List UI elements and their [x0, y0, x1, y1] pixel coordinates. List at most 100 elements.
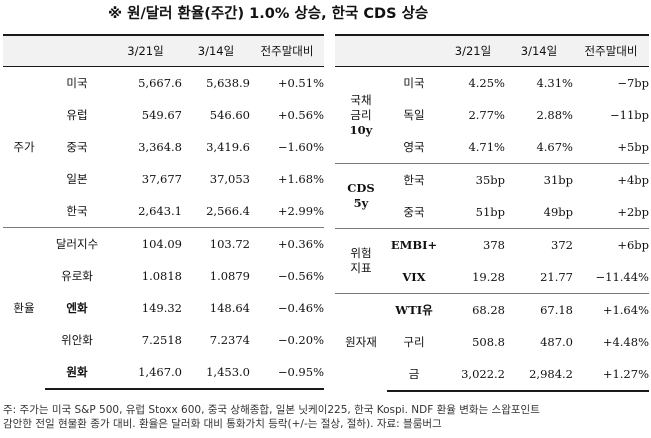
change-value: −11bp — [610, 108, 649, 122]
table-row: 유로화 1.0818 1.0879 −0.56% — [3, 260, 324, 292]
table-row: 원자재 WTI유 68.28 67.18 +1.64% — [335, 293, 649, 391]
row-label: 미국 — [66, 76, 88, 90]
change-value: −1.60% — [277, 140, 324, 154]
change-value: +2.99% — [277, 204, 324, 218]
table-row: 위안화 7.2518 7.2374 −0.20% — [3, 324, 324, 356]
header-change: 전주말대비 — [573, 34, 649, 67]
change-value: −0.95% — [250, 356, 324, 390]
group-label-risk: 위험 지표 — [335, 228, 387, 294]
table-row: 환율 달러지수 104.09 103.72 +0.36% — [3, 227, 324, 389]
table-row: VIX 19.28 21.77 −11.44% — [335, 261, 649, 294]
group-label-line: CDS — [347, 181, 375, 195]
previous-value: 67.18 — [505, 293, 573, 326]
footnote-line: 주: 주가는 미국 S&P 500, 유럽 Stoxx 600, 중국 상해종합… — [3, 404, 540, 416]
previous-value: 487.0 — [540, 335, 573, 349]
row-label: 독일 — [403, 108, 425, 122]
current-value: 4.71% — [468, 140, 505, 154]
previous-value: 2.88% — [536, 108, 573, 122]
table-row: 국채 금리 10y 미국 4.25% 4.31% −7bp — [335, 67, 649, 137]
previous-value: 372 — [505, 228, 573, 261]
header-current-date: 3/21일 — [441, 34, 505, 67]
current-value: 149.32 — [141, 301, 182, 315]
table-row: 위험 지표 EMBI+ 378 372 +6bp — [335, 228, 649, 294]
previous-value: 4.31% — [536, 76, 573, 90]
header-prev-date: 3/14일 — [505, 34, 573, 67]
previous-value: 49bp — [543, 205, 573, 219]
table-row: CDS 5y 한국 35bp 31bp +4bp — [335, 163, 649, 229]
change-value: +2bp — [617, 205, 649, 219]
table-header-row: 3/21일 3/14일 전주말대비 — [335, 34, 649, 67]
header-blank — [387, 34, 441, 67]
change-value: +5bp — [617, 140, 649, 154]
row-label: 구리 — [403, 335, 425, 349]
current-value: 5,667.6 — [138, 76, 182, 90]
current-value: 3,022.2 — [441, 358, 505, 392]
current-value: 51bp — [475, 205, 505, 219]
group-label-fx: 환율 — [3, 227, 45, 389]
previous-value: 1,453.0 — [182, 356, 250, 390]
header-blank — [45, 34, 109, 67]
current-value: 2,643.1 — [138, 204, 182, 218]
change-value: +4.48% — [602, 335, 649, 349]
table-row: 한국 2,643.1 2,566.4 +2.99% — [3, 195, 324, 228]
header-change: 전주말대비 — [250, 34, 324, 67]
current-value: 508.8 — [472, 335, 505, 349]
change-value: +1.64% — [573, 293, 649, 326]
group-label-line: 10y — [349, 122, 373, 137]
previous-value: 3,419.6 — [206, 140, 250, 154]
group-label-line: 금리 — [350, 107, 372, 122]
previous-value: 1.0879 — [209, 269, 250, 283]
current-value: 104.09 — [109, 227, 182, 260]
current-value: 3,364.8 — [138, 140, 182, 154]
previous-value: 5,638.9 — [206, 76, 250, 90]
current-value: 1,467.0 — [109, 356, 182, 390]
current-value: 2.77% — [468, 108, 505, 122]
row-label: 원화 — [45, 356, 109, 390]
change-value: −0.56% — [277, 269, 324, 283]
previous-value: 546.60 — [209, 108, 250, 122]
row-label: VIX — [402, 270, 426, 284]
row-label: 일본 — [66, 172, 88, 186]
group-label-bond-yields: 국채 금리 10y — [335, 67, 387, 164]
row-label: 유럽 — [66, 108, 88, 122]
right-market-table: 3/21일 3/14일 전주말대비 국채 금리 10y 미국 4.25% 4.3… — [335, 34, 649, 392]
table-row: 엔화 149.32 148.64 −0.46% — [3, 292, 324, 324]
group-label-stocks: 주가 — [13, 139, 35, 154]
group-label-line: 국채 — [350, 92, 372, 107]
previous-value: 37,053 — [209, 172, 250, 186]
current-value: 68.28 — [441, 293, 505, 326]
change-value: −7bp — [617, 76, 649, 90]
table-row: 독일 2.77% 2.88% −11bp — [335, 99, 649, 131]
current-value: 378 — [441, 228, 505, 261]
change-value: +4bp — [573, 163, 649, 196]
row-label: 영국 — [403, 140, 425, 154]
change-value: +1.68% — [277, 172, 324, 186]
row-label: 한국 — [387, 163, 441, 196]
row-label: 한국 — [66, 204, 88, 218]
table-row: 영국 4.71% 4.67% +5bp — [335, 131, 649, 164]
group-label-commodities: 원자재 — [335, 293, 387, 391]
current-value: 19.28 — [472, 270, 505, 284]
previous-value: 103.72 — [182, 227, 250, 260]
table-row: 주가 미국 5,667.6 5,638.9 +0.51% — [3, 67, 324, 154]
change-value: +0.56% — [277, 108, 324, 122]
previous-value: 7.2374 — [209, 333, 250, 347]
table-row: 구리 508.8 487.0 +4.48% — [335, 326, 649, 358]
current-value: 35bp — [441, 163, 505, 196]
previous-value: 4.67% — [536, 140, 573, 154]
current-value: 4.25% — [468, 76, 505, 90]
previous-value: 2,984.2 — [505, 358, 573, 392]
change-value: −11.44% — [595, 270, 650, 284]
header-blank — [335, 34, 387, 67]
previous-value: 148.64 — [209, 301, 250, 315]
row-label: 중국 — [66, 140, 88, 154]
row-label: 위안화 — [61, 333, 93, 347]
group-label-line: 원자재 — [345, 335, 377, 349]
row-label: 달러지수 — [45, 227, 109, 260]
previous-value: 21.77 — [540, 270, 573, 284]
left-market-table: 3/21일 3/14일 전주말대비 주가 미국 5,667.6 5,638.9 … — [3, 34, 324, 390]
group-label-cds: CDS 5y — [335, 163, 387, 229]
row-label: EMBI+ — [387, 228, 441, 261]
table-row: 일본 37,677 37,053 +1.68% — [3, 163, 324, 195]
group-label-line: 위험 — [350, 246, 372, 260]
